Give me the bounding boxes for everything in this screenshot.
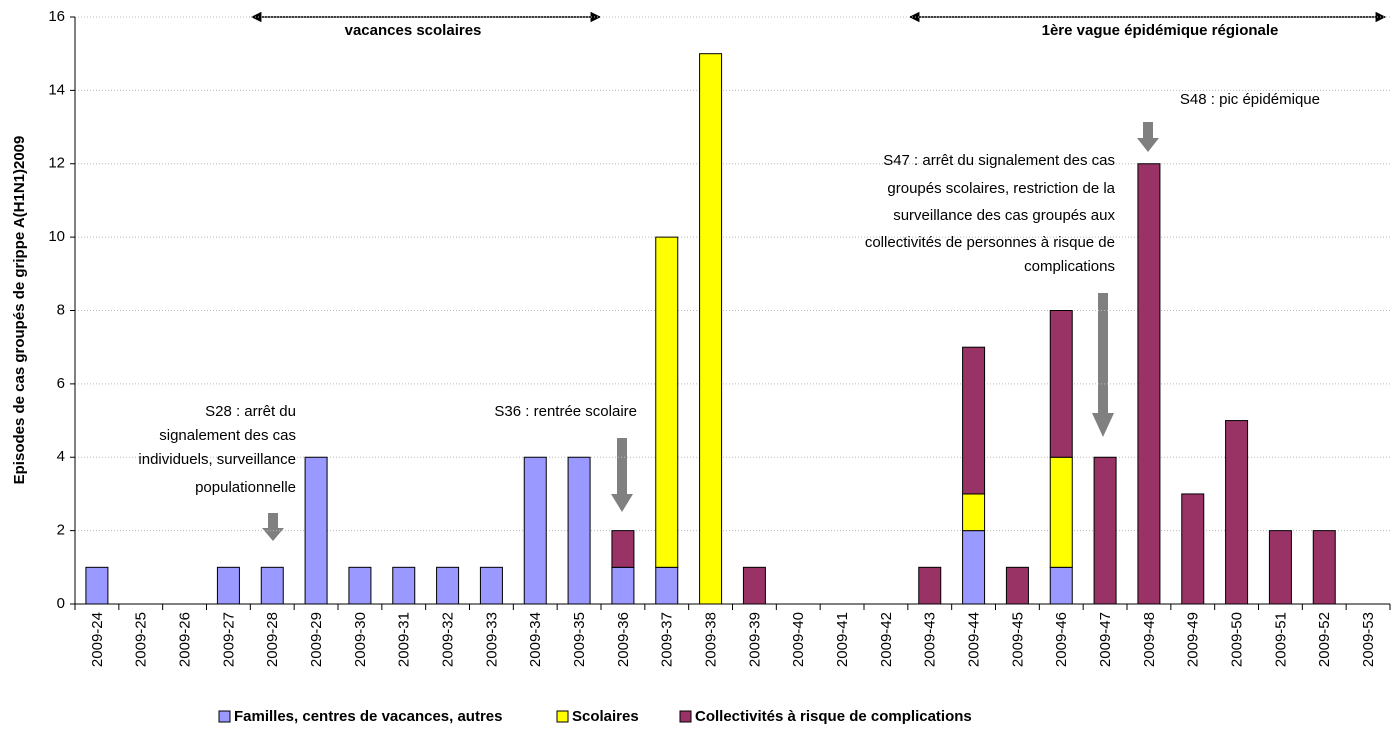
annotation-arrow [611, 438, 633, 512]
x-tick-label: 2009-50 [1229, 612, 1246, 667]
annotation: S47 : arrêt du signalement des cas [883, 152, 1115, 169]
bar-segment [1137, 163, 1161, 605]
bar-segment [348, 566, 372, 605]
bar-segment [1005, 566, 1029, 605]
x-tick-label: 2009-43 [922, 612, 939, 667]
bar-segment [1049, 566, 1073, 605]
bar-segment [655, 566, 679, 605]
annotation: S36 : rentrée scolaire [494, 403, 637, 420]
bar-segment [611, 530, 635, 568]
x-tick-label: 2009-41 [834, 612, 851, 667]
y-tick-label: 12 [48, 155, 65, 172]
annotation: groupés scolaires, restriction de la [887, 180, 1115, 197]
x-tick-label: 2009-40 [790, 612, 807, 667]
y-tick-label: 10 [48, 228, 65, 245]
bar-segment [1181, 493, 1205, 605]
x-tick-label: 2009-25 [133, 612, 150, 667]
period-label: 1ère vague épidémique régionale [1042, 22, 1279, 39]
bar-segment [1225, 420, 1249, 605]
x-tick-label: 2009-48 [1141, 612, 1158, 667]
bar-segment [699, 53, 723, 605]
x-tick-label: 2009-35 [571, 612, 588, 667]
y-tick-label: 16 [48, 8, 65, 25]
x-tick-label: 2009-32 [440, 612, 457, 667]
x-tick-label: 2009-27 [220, 612, 237, 667]
x-tick-label: 2009-29 [308, 612, 325, 667]
annotation: populationnelle [195, 479, 296, 496]
bar-segment [567, 456, 591, 605]
x-tick-label: 2009-31 [396, 612, 413, 667]
bar-segment [1049, 310, 1073, 458]
annotation: complications [1024, 258, 1115, 275]
grid [75, 16, 1390, 532]
y-tick-label: 8 [57, 301, 65, 318]
x-tick-label: 2009-46 [1053, 612, 1070, 667]
annotation: collectivités de personnes à risque de [865, 234, 1115, 251]
annotation-arrow [262, 513, 284, 541]
bar-segment [436, 566, 460, 605]
x-tick-label: 2009-39 [746, 612, 763, 667]
bar-segment [1268, 530, 1292, 605]
x-tick-label: 2009-42 [878, 612, 895, 667]
x-tick-label: 2009-37 [659, 612, 676, 667]
y-tick-label: 2 [57, 522, 65, 539]
annotation: signalement des cas [159, 427, 296, 444]
bar-segment [1093, 456, 1117, 605]
bar-segment [962, 493, 986, 532]
y-tick-label: 0 [57, 595, 65, 612]
annotation-arrow [1137, 122, 1159, 152]
bar-segment [479, 566, 503, 605]
bar-segment [260, 566, 284, 605]
y-axis-label: Episodes de cas groupés de grippe A(H1N1… [11, 136, 28, 485]
legend-swatch [218, 710, 231, 723]
bar-segment [392, 566, 416, 605]
x-tick-label: 2009-28 [264, 612, 281, 667]
bar-segment [85, 566, 109, 605]
x-tick-label: 2009-30 [352, 612, 369, 667]
annotation: S28 : arrêt du [205, 403, 296, 420]
y-tick-label: 14 [48, 81, 65, 98]
annotation: surveillance des cas groupés aux [893, 207, 1115, 224]
x-tick-label: 2009-45 [1009, 612, 1026, 667]
x-tick-label: 2009-53 [1360, 612, 1377, 667]
x-tick-label: 2009-24 [89, 612, 106, 667]
x-tick-label: 2009-44 [966, 612, 983, 667]
bar-segment [962, 530, 986, 605]
legend-label: Collectivités à risque de complications [695, 708, 972, 725]
legend-label: Scolaires [572, 708, 639, 725]
annotation-arrows [262, 122, 1159, 541]
bar-segment [962, 346, 986, 495]
legend-swatch [679, 710, 692, 723]
x-tick-label: 2009-36 [615, 612, 632, 667]
bar-segment [523, 456, 547, 605]
annotation: individuels, surveillance [138, 451, 296, 468]
bar-segment [216, 566, 240, 605]
bar-segment [742, 566, 766, 605]
x-tick-label: 2009-47 [1097, 612, 1114, 667]
bar-segment [1312, 530, 1336, 605]
bar-segment [1049, 456, 1073, 568]
x-tick-label: 2009-38 [703, 612, 720, 667]
legend-swatch [556, 710, 569, 723]
y-tick-label: 4 [57, 448, 65, 465]
x-tick-label: 2009-26 [177, 612, 194, 667]
x-tick-label: 2009-52 [1316, 612, 1333, 667]
x-tick-label: 2009-51 [1272, 612, 1289, 667]
period-label: vacances scolaires [345, 22, 482, 39]
bar-segment [918, 566, 942, 605]
bar-segment [655, 236, 679, 568]
y-tick-label: 6 [57, 375, 65, 392]
bar-segment [611, 566, 635, 605]
x-tick-label: 2009-33 [483, 612, 500, 667]
annotation-arrow [1092, 293, 1114, 437]
x-tick-label: 2009-49 [1185, 612, 1202, 667]
annotation: S48 : pic épidémique [1180, 91, 1320, 108]
legend-label: Familles, centres de vacances, autres [234, 708, 502, 725]
bar-segment [304, 456, 328, 605]
x-tick-label: 2009-34 [527, 612, 544, 667]
